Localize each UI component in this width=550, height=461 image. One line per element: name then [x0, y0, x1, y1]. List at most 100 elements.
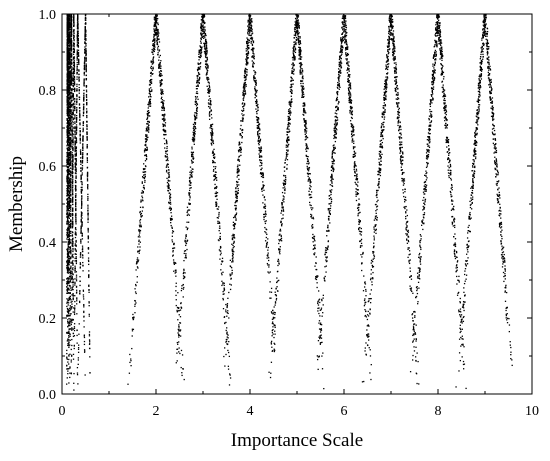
data-point: [69, 39, 71, 41]
data-point: [81, 212, 83, 215]
data-point: [71, 303, 73, 305]
data-point: [67, 60, 70, 63]
data-point: [208, 111, 211, 114]
data-point: [208, 78, 210, 80]
data-point: [67, 77, 69, 79]
data-point: [227, 334, 229, 336]
data-point: [87, 197, 89, 199]
data-point: [134, 288, 136, 290]
data-point: [131, 328, 134, 330]
data-point: [71, 170, 74, 172]
data-point: [203, 27, 205, 29]
data-point: [71, 198, 74, 201]
data-point: [71, 132, 73, 135]
data-point: [143, 188, 145, 190]
data-point: [147, 112, 150, 114]
data-point: [88, 342, 91, 344]
data-point: [72, 164, 74, 166]
data-point: [67, 272, 69, 274]
data-point: [222, 271, 224, 273]
data-point: [201, 28, 203, 30]
data-point: [68, 122, 70, 124]
data-point: [238, 144, 240, 146]
data-point: [128, 372, 131, 374]
data-point: [87, 238, 89, 240]
data-point: [204, 51, 207, 54]
data-point: [209, 90, 211, 92]
data-point: [68, 278, 71, 280]
data-point: [68, 113, 71, 115]
data-point: [75, 147, 77, 149]
data-point: [68, 170, 71, 173]
data-point: [72, 130, 74, 132]
data-point: [178, 336, 180, 338]
data-point: [84, 50, 86, 52]
data-point: [75, 207, 77, 210]
data-point: [139, 213, 142, 216]
data-point: [200, 27, 203, 29]
data-point: [68, 238, 70, 241]
data-point: [202, 35, 205, 38]
data-point: [68, 75, 70, 77]
data-point: [255, 82, 257, 85]
data-point: [73, 44, 75, 46]
data-point: [82, 138, 84, 140]
data-point: [211, 138, 213, 140]
data-point: [75, 126, 78, 128]
data-point: [143, 184, 145, 187]
data-point: [139, 249, 141, 251]
data-point: [160, 88, 162, 90]
data-point: [67, 138, 70, 140]
data-point: [73, 313, 76, 316]
data-point: [216, 198, 218, 200]
data-point: [207, 87, 210, 90]
data-point: [72, 37, 75, 40]
data-point: [189, 202, 191, 205]
data-point: [138, 224, 141, 226]
data-point: [177, 328, 179, 331]
data-point: [71, 187, 74, 189]
data-point: [69, 199, 72, 202]
data-point: [253, 78, 255, 80]
data-point: [67, 44, 69, 46]
data-point: [69, 49, 71, 51]
data-point: [66, 100, 68, 102]
data-point: [226, 343, 228, 345]
data-point: [172, 254, 174, 256]
data-point: [68, 358, 70, 361]
data-point: [178, 341, 180, 343]
data-point: [223, 287, 225, 289]
data-point: [164, 113, 166, 115]
data-point: [67, 116, 70, 118]
data-point: [67, 221, 69, 223]
data-point: [254, 93, 256, 95]
data-point: [69, 163, 72, 165]
data-point: [67, 266, 70, 268]
data-point: [67, 149, 70, 152]
data-point: [78, 84, 80, 86]
data-point: [220, 246, 222, 248]
data-point: [195, 97, 197, 99]
data-point: [160, 91, 163, 93]
data-point: [72, 85, 75, 88]
data-point: [183, 378, 185, 381]
data-point: [67, 245, 69, 247]
data-point: [76, 33, 79, 36]
data-point: [75, 175, 77, 177]
data-point: [71, 104, 73, 106]
data-point: [198, 51, 200, 53]
data-point: [66, 236, 69, 239]
data-point: [67, 284, 69, 286]
data-point: [151, 63, 153, 65]
data-point: [68, 81, 70, 84]
data-point: [165, 133, 167, 136]
data-point: [152, 68, 154, 70]
data-point: [69, 258, 72, 260]
data-point: [66, 223, 68, 225]
data-point: [67, 49, 69, 52]
data-point: [83, 310, 85, 312]
data-point: [196, 88, 198, 90]
data-point: [75, 203, 77, 205]
data-point: [141, 192, 143, 194]
data-point: [66, 186, 69, 188]
